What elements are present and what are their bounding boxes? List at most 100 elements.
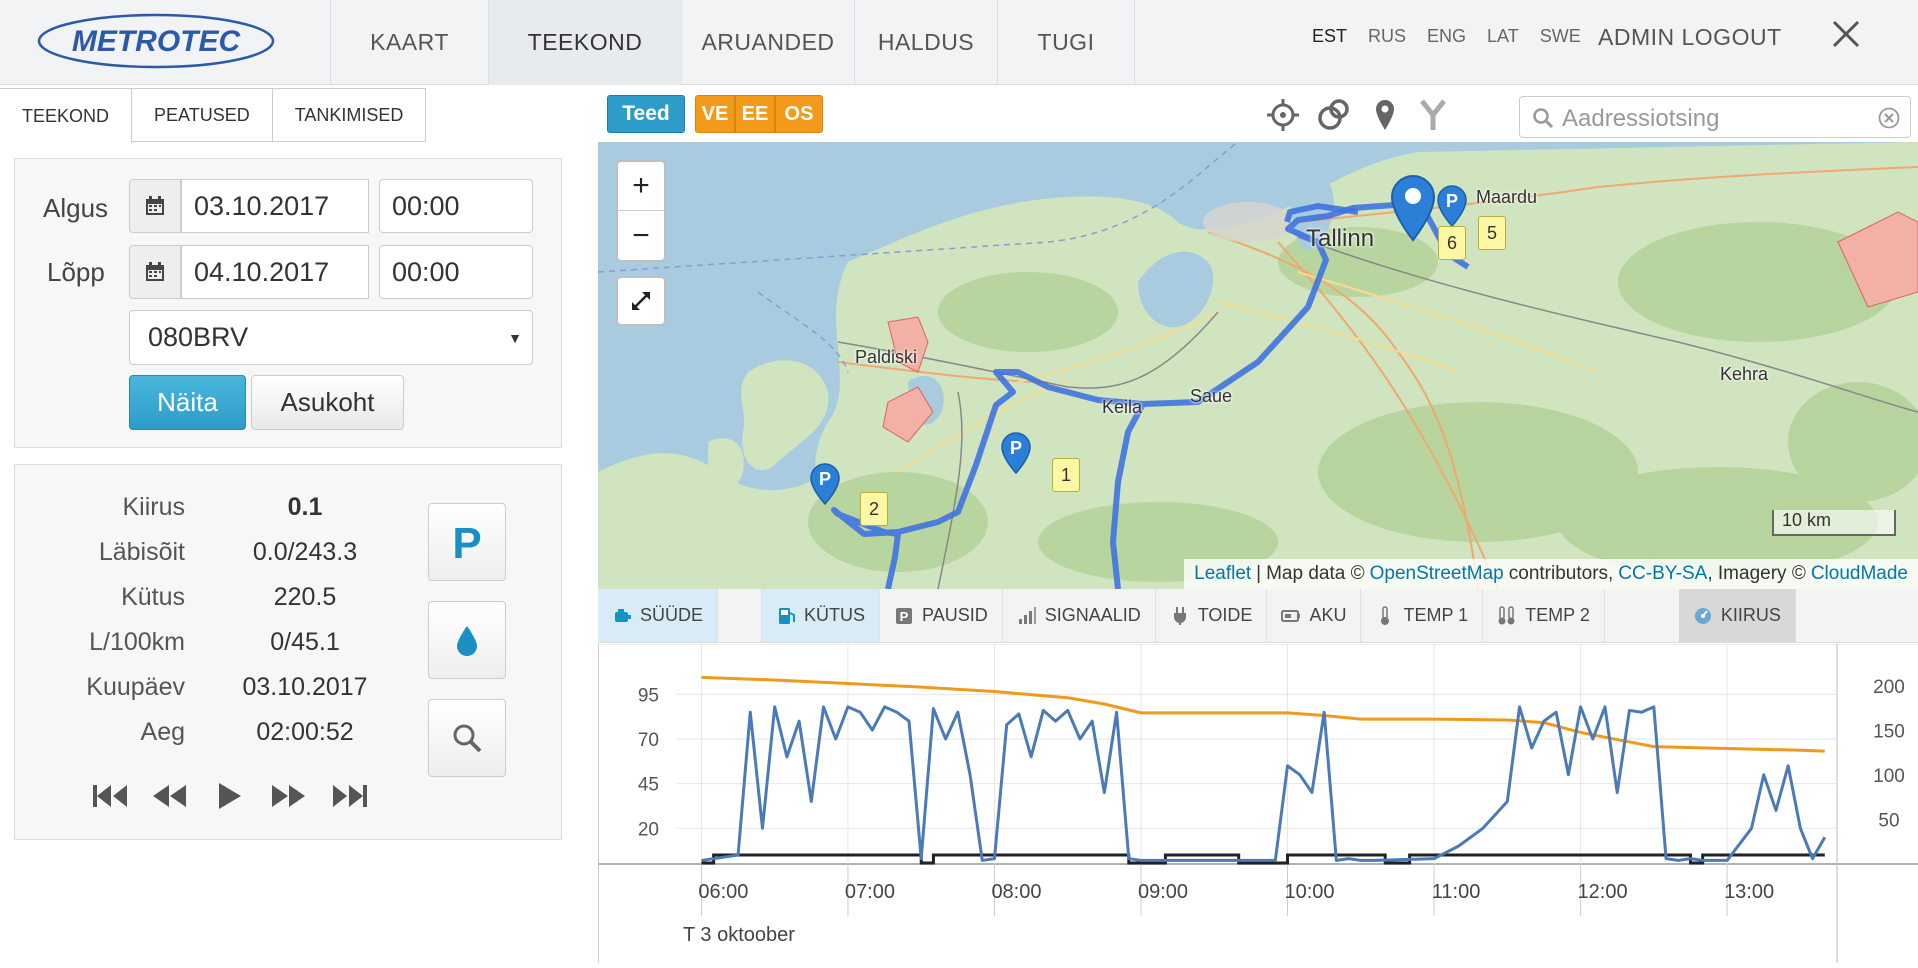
rewind-icon[interactable] bbox=[149, 781, 189, 811]
layer-button-ve[interactable]: VE bbox=[695, 95, 735, 133]
fullscreen-button[interactable] bbox=[616, 276, 666, 326]
chart-tab-label: TEMP 1 bbox=[1403, 605, 1469, 625]
zoom-search-button[interactable] bbox=[428, 699, 506, 777]
nav-item-kaart[interactable]: KAART bbox=[330, 0, 488, 85]
license-link[interactable]: CC-BY-SA bbox=[1618, 563, 1708, 584]
place-label-tallinn: Tallinn bbox=[1306, 225, 1375, 252]
crosshair-icon[interactable] bbox=[1266, 98, 1300, 132]
x-tick-label: 06:00 bbox=[698, 881, 748, 903]
layer-button-ee[interactable]: EE bbox=[735, 95, 775, 133]
stat-label: Aeg bbox=[140, 718, 185, 746]
speed-fuel-chart[interactable]: 06:00 07:00 08:00 09:00 10:00 11:00 12:00 13:00… bbox=[598, 643, 1918, 963]
lang-est[interactable]: EST bbox=[1312, 26, 1348, 46]
parking-button[interactable]: P bbox=[428, 503, 506, 581]
leaflet-link[interactable]: Leaflet bbox=[1194, 563, 1252, 584]
zoom-in-button[interactable]: + bbox=[618, 162, 664, 211]
show-button[interactable]: Näita bbox=[129, 375, 246, 430]
top-header: METROTEC KAART TEEKOND ARUANDED HALDUS TUGI … bbox=[0, 0, 1918, 85]
end-date-input[interactable]: 04.10.2017 bbox=[181, 245, 369, 299]
stop-number-label[interactable]: 1 bbox=[1052, 458, 1080, 492]
stop-number-label[interactable]: 6 bbox=[1438, 226, 1466, 260]
fast-forward-icon[interactable] bbox=[269, 781, 309, 811]
chart-date-label: T 3 oktoober bbox=[683, 924, 795, 946]
osm-link[interactable]: OpenStreetMap bbox=[1369, 563, 1504, 584]
admin-logout-link[interactable]: ADMIN LOGOUT bbox=[1598, 24, 1782, 50]
metrotec-logo[interactable]: METROTEC bbox=[36, 12, 276, 70]
stat-label: L/100km bbox=[89, 628, 185, 656]
roads-toggle-button[interactable]: Teed bbox=[607, 95, 685, 133]
attribution-imagery: , Imagery © bbox=[1707, 563, 1806, 584]
map-toolbar: Teed VE EE OS Aadressiotsing bbox=[598, 88, 1918, 142]
cloudmade-link[interactable]: CloudMade bbox=[1810, 563, 1908, 584]
speedometer-icon bbox=[1694, 607, 1711, 624]
end-calendar-button[interactable] bbox=[129, 245, 181, 299]
end-time-input[interactable]: 00:00 bbox=[379, 245, 533, 299]
zoom-out-button[interactable]: − bbox=[632, 218, 650, 252]
tab-teekond[interactable]: TEEKOND bbox=[0, 88, 133, 143]
tab-tankimised[interactable]: TANKIMISED bbox=[272, 88, 427, 142]
chart-tab-temp-1[interactable]: TEMP 1 bbox=[1361, 589, 1484, 642]
attribution-contributors: contributors, bbox=[1508, 563, 1614, 584]
lang-swe[interactable]: SWE bbox=[1539, 26, 1581, 46]
map-view[interactable]: P P P + − Tallinn Maardu Paldiski Keila Saue… bbox=[598, 142, 1918, 589]
lang-lat[interactable]: LAT bbox=[1487, 26, 1519, 46]
place-label-maardu: Maardu bbox=[1476, 187, 1538, 207]
drop-icon bbox=[457, 626, 477, 656]
chart-tab-kiirus[interactable]: KIIRUS bbox=[1678, 589, 1796, 642]
parking-marker-icon[interactable]: P bbox=[1000, 431, 1032, 475]
parking-icon: P bbox=[896, 607, 913, 624]
skip-first-icon[interactable] bbox=[91, 781, 131, 811]
nav-item-haldus[interactable]: HALDUS bbox=[854, 0, 997, 85]
chart-canvas: 06:00 07:00 08:00 09:00 10:00 11:00 12:00 13:00… bbox=[599, 643, 1918, 963]
fuel-icon bbox=[779, 607, 796, 624]
y-right-tick-label: 100 bbox=[1873, 766, 1905, 787]
route-circles-icon[interactable] bbox=[1316, 98, 1350, 132]
start-time-input[interactable]: 00:00 bbox=[379, 179, 533, 233]
x-tick-label: 09:00 bbox=[1138, 881, 1188, 903]
stop-number-label[interactable]: 5 bbox=[1478, 216, 1506, 250]
language-switcher: EST RUS ENG LAT SWE bbox=[1312, 26, 1581, 47]
address-search-placeholder: Aadressiotsing bbox=[1562, 105, 1720, 132]
vehicle-select[interactable]: 080BRV ▼ bbox=[129, 310, 533, 365]
chart-tab-label: TOIDE bbox=[1197, 605, 1253, 625]
address-search-input[interactable]: Aadressiotsing bbox=[1519, 96, 1911, 138]
x-tick-label: 07:00 bbox=[845, 881, 895, 903]
nav-item-teekond[interactable]: TEEKOND bbox=[488, 0, 681, 85]
chart-tab-temp-2[interactable]: TEMP 2 bbox=[1483, 589, 1605, 642]
close-icon[interactable] bbox=[1826, 14, 1866, 54]
location-button[interactable]: Asukoht bbox=[251, 375, 404, 430]
parking-marker-icon[interactable]: P bbox=[1436, 184, 1468, 228]
chart-tab-aku[interactable]: AKU bbox=[1267, 589, 1362, 642]
ignition-series-line bbox=[701, 853, 1825, 865]
chart-tab-signaalid[interactable]: SIGNAALID bbox=[1003, 589, 1156, 642]
chart-tab-label: AKU bbox=[1309, 605, 1347, 625]
start-calendar-button[interactable] bbox=[129, 179, 181, 233]
chart-tab-toide[interactable]: TOIDE bbox=[1156, 589, 1268, 642]
parking-marker-icon[interactable]: P bbox=[809, 462, 841, 506]
clear-icon[interactable] bbox=[1878, 107, 1900, 129]
fuel-drop-button[interactable] bbox=[428, 601, 506, 679]
map-pin-icon[interactable] bbox=[1368, 98, 1402, 132]
fork-icon[interactable] bbox=[1416, 98, 1450, 132]
lang-rus[interactable]: RUS bbox=[1368, 26, 1407, 46]
layer-button-os[interactable]: OS bbox=[775, 95, 823, 133]
current-position-marker-icon[interactable] bbox=[1389, 174, 1437, 242]
start-label: Algus bbox=[43, 193, 109, 223]
chart-tab-süüde[interactable]: SÜÜDE bbox=[598, 589, 719, 642]
place-label-saue: Saue bbox=[1190, 386, 1233, 406]
lang-eng[interactable]: ENG bbox=[1427, 26, 1467, 46]
start-date-input[interactable]: 03.10.2017 bbox=[181, 179, 369, 233]
stat-value: 02:00:52 bbox=[256, 718, 354, 746]
chart-tab-kütus[interactable]: KÜTUS bbox=[762, 589, 881, 642]
chart-tab-pausid[interactable]: P PAUSID bbox=[880, 589, 1003, 642]
nav-item-tugi[interactable]: TUGI bbox=[997, 0, 1135, 85]
search-icon bbox=[1533, 108, 1554, 129]
stop-number-label[interactable]: 2 bbox=[860, 492, 888, 526]
stats-panel: Kiirus 0.1 Läbisõit 0.0/243.3 Kütus 220.5 L/10… bbox=[14, 464, 562, 840]
play-icon[interactable] bbox=[213, 781, 245, 811]
svg-text:P: P bbox=[1010, 438, 1022, 458]
tab-peatused[interactable]: PEATUSED bbox=[132, 88, 273, 142]
nav-item-aruanded[interactable]: ARUANDED bbox=[681, 0, 854, 85]
engine-icon bbox=[615, 608, 631, 622]
skip-last-icon[interactable] bbox=[329, 781, 369, 811]
